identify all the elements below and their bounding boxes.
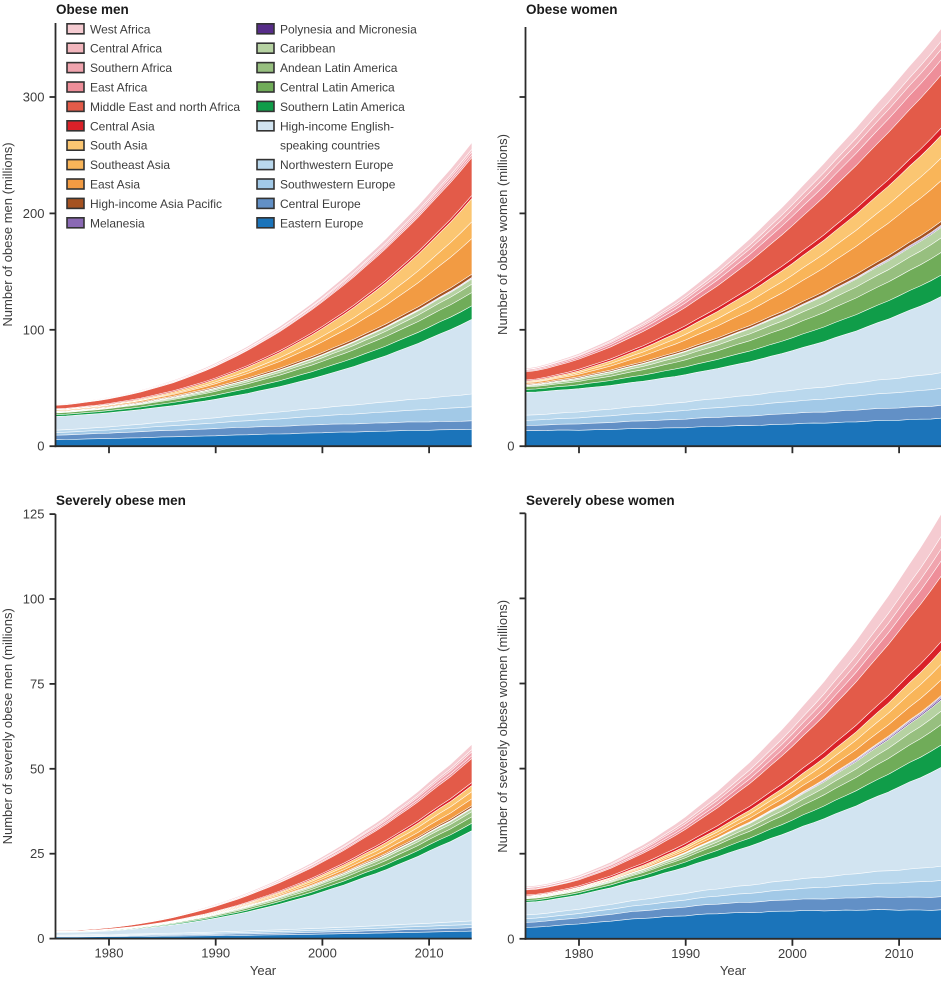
svg-text:Central Latin America: Central Latin America xyxy=(280,81,395,95)
svg-text:75: 75 xyxy=(30,676,44,691)
svg-text:0: 0 xyxy=(507,439,514,454)
svg-text:1980: 1980 xyxy=(95,946,124,961)
svg-text:0: 0 xyxy=(37,931,44,946)
svg-text:Southeast Asia: Southeast Asia xyxy=(90,158,170,172)
svg-text:Number of obese women (million: Number of obese women (millions) xyxy=(495,134,510,335)
svg-text:0: 0 xyxy=(37,439,44,454)
svg-text:Southern Latin America: Southern Latin America xyxy=(280,100,405,114)
svg-text:300: 300 xyxy=(23,90,45,105)
svg-text:Melanesia: Melanesia xyxy=(90,216,145,230)
svg-text:Obese men: Obese men xyxy=(56,2,129,17)
svg-text:South Asia: South Asia xyxy=(90,139,148,153)
svg-text:2000: 2000 xyxy=(778,946,807,961)
svg-text:East Africa: East Africa xyxy=(90,81,148,95)
svg-text:100: 100 xyxy=(23,592,45,607)
svg-text:High-income English-: High-income English- xyxy=(280,119,394,133)
svg-text:Severely obese men: Severely obese men xyxy=(56,493,186,508)
svg-text:Andean Latin America: Andean Latin America xyxy=(280,61,398,75)
svg-text:100: 100 xyxy=(23,322,45,337)
svg-text:Polynesia and Micronesia: Polynesia and Micronesia xyxy=(280,22,417,36)
svg-text:Year: Year xyxy=(720,963,747,978)
svg-text:200: 200 xyxy=(23,206,45,221)
svg-text:Obese women: Obese women xyxy=(526,2,618,17)
svg-text:2000: 2000 xyxy=(308,946,337,961)
svg-text:2010: 2010 xyxy=(415,946,444,961)
svg-text:Caribbean: Caribbean xyxy=(280,42,335,56)
svg-text:Eastern Europe: Eastern Europe xyxy=(280,216,364,230)
svg-text:1980: 1980 xyxy=(565,946,594,961)
svg-text:West Africa: West Africa xyxy=(90,22,151,36)
svg-text:Severely obese women: Severely obese women xyxy=(526,493,675,508)
svg-text:High-income Asia Pacific: High-income Asia Pacific xyxy=(90,197,222,211)
svg-text:speaking countries: speaking countries xyxy=(280,139,380,153)
svg-text:Middle East and north Africa: Middle East and north Africa xyxy=(90,100,240,114)
svg-text:Year: Year xyxy=(250,963,277,978)
svg-text:Central Africa: Central Africa xyxy=(90,42,162,56)
svg-text:Number of severely obese women: Number of severely obese women (millions… xyxy=(495,600,510,853)
svg-text:Northwestern Europe: Northwestern Europe xyxy=(280,158,394,172)
svg-text:2010: 2010 xyxy=(885,946,914,961)
svg-text:0: 0 xyxy=(507,931,514,946)
svg-text:50: 50 xyxy=(30,761,44,776)
svg-text:Southern Africa: Southern Africa xyxy=(90,61,172,75)
svg-text:25: 25 xyxy=(30,846,44,861)
svg-text:1990: 1990 xyxy=(201,946,230,961)
svg-text:Central Asia: Central Asia xyxy=(90,119,155,133)
svg-text:Number of obese men (millions): Number of obese men (millions) xyxy=(0,142,15,326)
svg-text:125: 125 xyxy=(23,507,45,522)
svg-text:Number of severely obese men (: Number of severely obese men (millions) xyxy=(0,608,15,844)
svg-text:Southwestern Europe: Southwestern Europe xyxy=(280,178,396,192)
svg-text:East Asia: East Asia xyxy=(90,178,140,192)
svg-text:1990: 1990 xyxy=(671,946,700,961)
svg-text:Central Europe: Central Europe xyxy=(280,197,361,211)
